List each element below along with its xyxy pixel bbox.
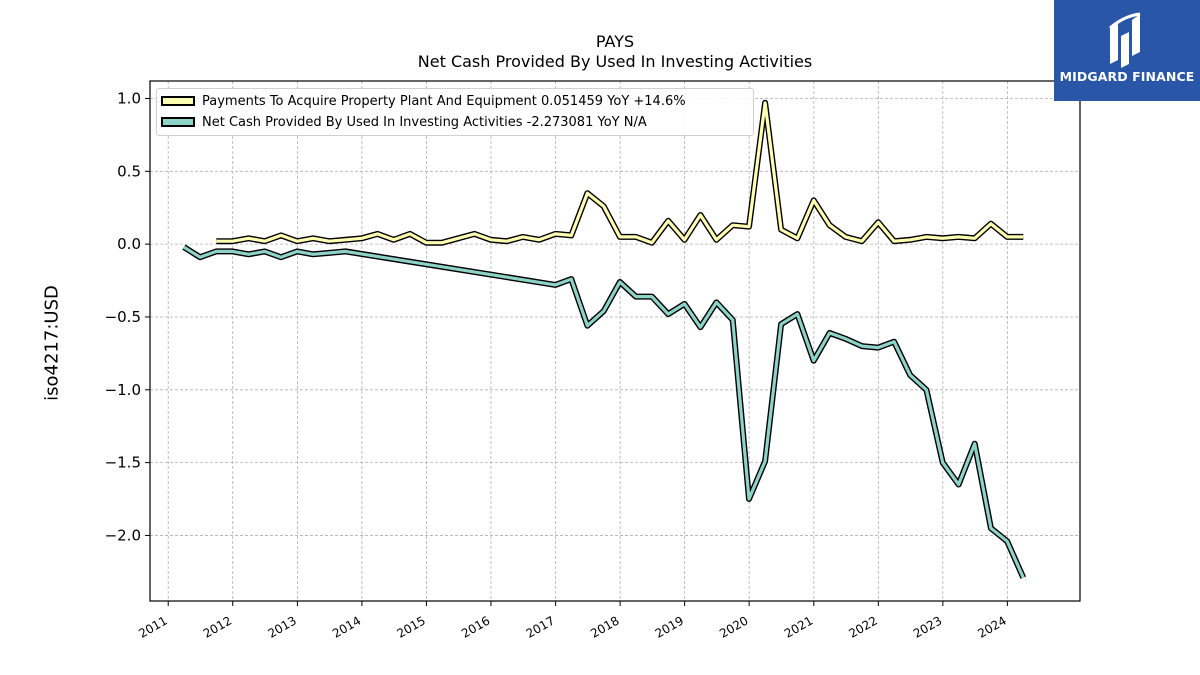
legend-swatch-investing — [161, 117, 195, 127]
legend-item-investing: Net Cash Provided By Used In Investing A… — [161, 113, 647, 131]
x-tick-label: 2022 — [846, 613, 879, 640]
y-tick-label: 1.0 — [117, 89, 141, 107]
x-tick-label: 2015 — [394, 613, 427, 640]
axes: 1.0 0.5 0.0 −0.5 −1.0 −1.5 −2.0 2011 2012 2013 201… — [105, 89, 1009, 640]
legend-label-capex: Payments To Acquire Property Plant And E… — [202, 93, 686, 109]
y-tick-label: 0.5 — [117, 162, 141, 180]
chart-subtitle: Net Cash Provided By Used In Investing A… — [417, 52, 813, 71]
x-tick-label: 2021 — [782, 613, 815, 640]
x-tick-label: 2024 — [975, 613, 1008, 640]
series-lines — [182, 99, 1027, 579]
legend-swatch-capex — [161, 96, 195, 106]
y-tick-label: −1.5 — [105, 454, 141, 472]
x-tick-label: 2012 — [201, 613, 234, 640]
x-tick-label: 2011 — [136, 613, 169, 640]
midgard-logo-icon — [1109, 12, 1141, 68]
series-line-1 — [183, 245, 1025, 579]
plot-frame — [149, 80, 1081, 602]
midgard-finance-logo: MIDGARD FINANCE — [1054, 0, 1200, 101]
chart-title: PAYS — [595, 32, 635, 51]
x-tick-label: 2023 — [911, 613, 944, 640]
x-tick-label: 2013 — [265, 613, 298, 640]
series-outline-1 — [182, 244, 1027, 579]
x-tick-label: 2016 — [459, 613, 492, 640]
y-tick-label: −1.0 — [105, 381, 141, 399]
legend-item-capex: Payments To Acquire Property Plant And E… — [161, 92, 686, 110]
logo-name: MIDGARD FINANCE — [1059, 69, 1195, 84]
grid — [150, 81, 1080, 601]
chart-legend: Payments To Acquire Property Plant And E… — [156, 88, 754, 136]
y-axis-label: iso4217:USD — [41, 285, 63, 401]
x-tick-label: 2019 — [653, 613, 686, 640]
x-tick-label: 2014 — [330, 613, 363, 640]
y-tick-label: −0.5 — [105, 308, 141, 326]
x-tick-label: 2018 — [588, 613, 621, 640]
y-tick-label: −2.0 — [105, 526, 141, 544]
x-tick-label: 2017 — [524, 613, 557, 640]
y-tick-label: 0.0 — [117, 235, 141, 253]
x-tick-label: 2020 — [717, 613, 750, 640]
series-line-0 — [216, 101, 1024, 245]
legend-label-investing: Net Cash Provided By Used In Investing A… — [202, 114, 647, 130]
